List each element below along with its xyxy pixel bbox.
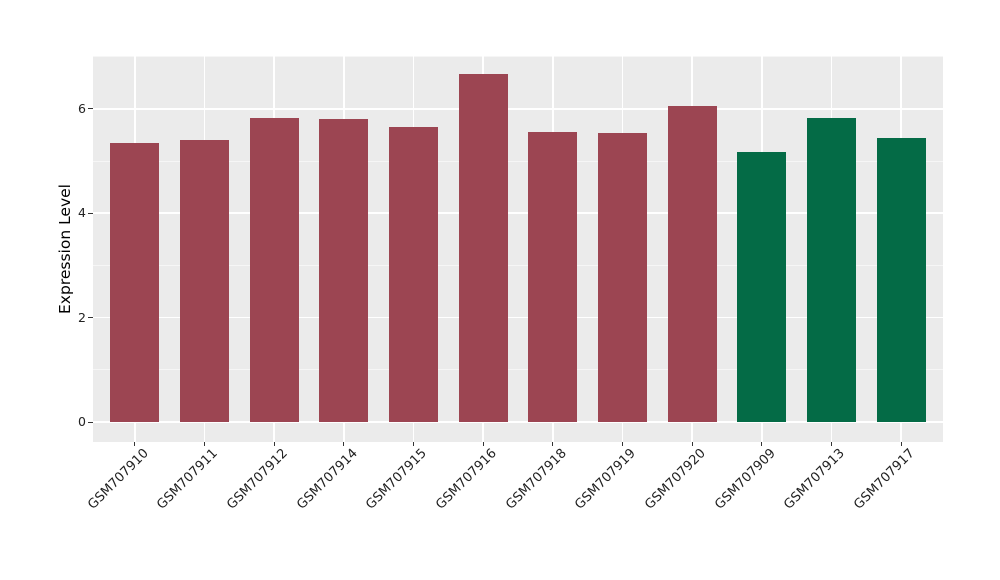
y-tick-mark <box>88 421 93 423</box>
x-tick-label-GSM707909: GSM707909 <box>711 446 779 513</box>
bar-GSM707918 <box>528 132 578 422</box>
gridline-minor <box>93 264 943 266</box>
gridline-major <box>93 421 943 423</box>
bar-GSM707911 <box>180 140 229 422</box>
x-tick-mark <box>482 442 484 446</box>
y-axis-title: Expression Level <box>56 184 74 314</box>
x-tick-mark <box>134 442 136 446</box>
y-tick-mark <box>88 212 93 214</box>
y-tick-mark <box>88 108 93 110</box>
gridline-minor <box>93 369 943 371</box>
gridline-minor <box>93 56 943 58</box>
x-tick-label-GSM707910: GSM707910 <box>84 446 152 513</box>
bar-GSM707909 <box>737 152 787 422</box>
gridline-major <box>93 316 943 319</box>
y-tick-label: 2 <box>78 309 86 325</box>
x-tick-mark <box>343 442 345 446</box>
bar-GSM707914 <box>319 118 369 422</box>
x-tick-mark <box>622 442 623 446</box>
x-tick-label-GSM707914: GSM707914 <box>293 446 361 513</box>
x-tick-mark <box>900 442 902 446</box>
bar-GSM707919 <box>598 132 647 422</box>
x-tick-label-GSM707919: GSM707919 <box>572 446 640 513</box>
x-tick-mark <box>203 442 205 446</box>
x-tick-label-GSM707918: GSM707918 <box>502 446 570 513</box>
x-tick-label-GSM707915: GSM707915 <box>363 446 431 513</box>
x-tick-mark <box>412 442 414 446</box>
bar-GSM707916 <box>458 73 508 422</box>
x-tick-mark <box>273 442 275 446</box>
x-tick-label-GSM707912: GSM707912 <box>224 446 291 513</box>
bar-GSM707910 <box>110 142 160 422</box>
bar-GSM707913 <box>807 117 856 422</box>
x-tick-mark <box>552 442 554 446</box>
y-tick-label: 0 <box>78 414 86 429</box>
x-tick-label-GSM707913: GSM707913 <box>781 446 849 513</box>
bar-GSM707915 <box>389 127 438 422</box>
x-tick-label-GSM707917: GSM707917 <box>851 446 918 513</box>
bar-GSM707917 <box>876 138 926 422</box>
bar-GSM707920 <box>667 106 717 422</box>
x-tick-mark <box>691 442 693 446</box>
gridline-major <box>93 212 943 214</box>
y-tick-label: 4 <box>78 205 86 221</box>
x-tick-mark <box>831 442 833 446</box>
gridline-minor <box>93 160 943 162</box>
x-tick-label-GSM707911: GSM707911 <box>154 446 222 513</box>
x-tick-mark <box>761 442 763 446</box>
plot-panel <box>93 56 943 442</box>
x-tick-label-GSM707920: GSM707920 <box>642 446 709 513</box>
y-tick-mark <box>88 317 93 319</box>
gridline-major <box>93 108 943 110</box>
x-tick-label-GSM707916: GSM707916 <box>433 446 500 513</box>
bar-GSM707912 <box>249 118 299 422</box>
y-tick-label: 6 <box>78 100 86 116</box>
